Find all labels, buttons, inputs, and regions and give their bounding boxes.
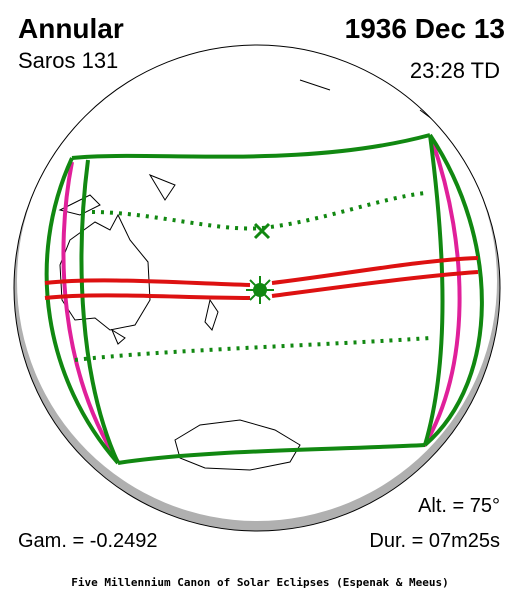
duration: Dur. = 07m25s <box>369 530 500 552</box>
annular-path <box>44 256 479 287</box>
limit-curve <box>61 161 120 464</box>
penumbra-50 <box>74 336 431 362</box>
saros: Saros 131 <box>18 48 118 73</box>
altitude: Alt. = 75° <box>418 495 500 517</box>
annular-path <box>44 270 479 300</box>
penumbra-50 <box>91 191 426 231</box>
penumbra-limit <box>71 133 431 160</box>
coastline <box>174 419 301 471</box>
penumbra-limit <box>423 133 484 447</box>
coastline <box>58 173 176 216</box>
time: 23:28 TD <box>410 58 500 83</box>
max-eclipse-marker <box>253 222 271 240</box>
title: Annular <box>18 13 124 44</box>
greatest-eclipse-marker <box>246 276 274 304</box>
globe-outline <box>13 44 501 532</box>
penumbra-limit <box>423 134 445 446</box>
gamma: Gam. = -0.2492 <box>18 530 158 552</box>
coastline <box>204 298 219 331</box>
limit-curve <box>422 139 462 448</box>
penumbra-limit <box>44 157 120 465</box>
coastline <box>110 328 126 345</box>
footer: Five Millennium Canon of Solar Eclipses … <box>71 576 449 589</box>
penumbra-limit <box>79 159 120 464</box>
date: 1936 Dec 13 <box>345 13 505 44</box>
penumbra-limit <box>117 443 426 465</box>
